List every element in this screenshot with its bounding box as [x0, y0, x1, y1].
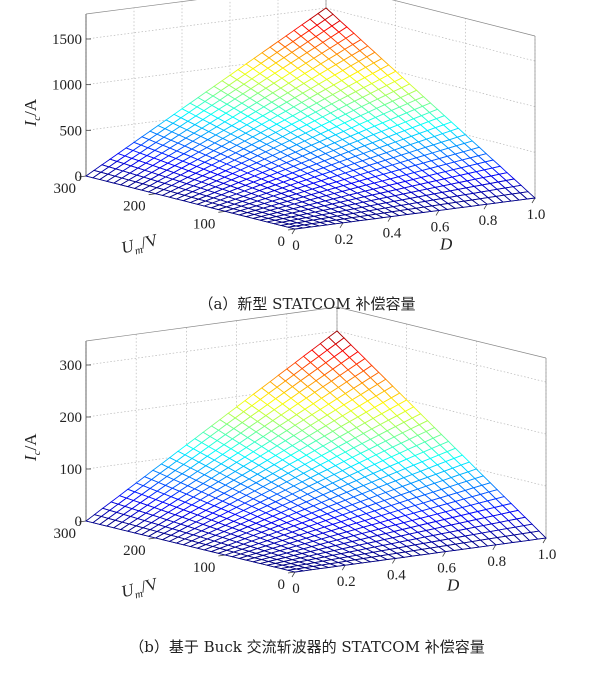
x-tick-mark [392, 558, 396, 564]
x-tick-label: 0.8 [487, 554, 506, 570]
y-tick-mark [78, 175, 87, 178]
x-tick-mark [387, 216, 392, 222]
y-tick-label: 0 [278, 577, 286, 593]
z-axis-label-sub: c [31, 116, 43, 121]
surface-mesh [84, 330, 547, 573]
x-tick-mark [531, 197, 536, 204]
y-tick-label: 200 [123, 199, 146, 215]
z-tick-label: 0 [75, 514, 83, 530]
z-tick-label: 0 [75, 169, 83, 185]
x-tick-label: 0.6 [437, 561, 456, 577]
y-tick-mark [287, 228, 296, 231]
y-tick-label: 300 [54, 526, 77, 542]
z-tick-label: 1000 [52, 78, 82, 94]
x-tick-mark [442, 551, 446, 557]
y-tick-label: 100 [193, 560, 216, 576]
z-axis-label-unit: /A [21, 433, 40, 451]
surface-chart-a: 0 0.2 0.4 0.6 0.8 1.00100200300050010001500DU… [21, 0, 545, 261]
z-tick-label: 200 [60, 410, 83, 426]
x-tick-mark [291, 228, 296, 235]
x-tick-label: 0 [292, 581, 300, 597]
surface-cell [287, 225, 304, 230]
caption-b: （b）基于 Buck 交流斩波器的 STATCOM 补偿容量 [129, 638, 485, 656]
box-edge [336, 306, 547, 359]
surface-chart-b: 0 0.2 0.4 0.6 0.8 1.001002003000100200300DUm/… [21, 306, 557, 605]
y-tick-label: 200 [123, 543, 146, 559]
z-axis-label-unit: /A [21, 98, 40, 116]
z-axis-label-base: I [21, 119, 40, 127]
surface-mesh [84, 7, 537, 230]
x-tick-label: 0.2 [335, 232, 354, 248]
x-tick-mark [542, 537, 547, 544]
x-axis-label: D [439, 234, 453, 253]
z-tick-label: 100 [60, 462, 83, 478]
y-axis-label-unit: /V [139, 574, 161, 597]
caption-a: （a）新型 STATCOM 补偿容量 [198, 295, 416, 313]
y-tick-label: 0 [278, 234, 286, 250]
surface-cell [287, 568, 304, 573]
y-axis-label-sub: m [134, 244, 145, 258]
z-axis-label-base: I [21, 454, 40, 462]
y-axis-label: Um/V [119, 574, 161, 605]
x-tick-mark [339, 222, 344, 229]
x-tick-mark [483, 203, 488, 210]
y-axis-label-sub: m [134, 588, 145, 602]
y-tick-mark [218, 210, 226, 213]
x-tick-label: 0 [292, 238, 300, 254]
y-tick-label: 300 [54, 181, 77, 197]
z-tick-label: 500 [60, 123, 83, 139]
z-axis-label: Ic/A [21, 98, 43, 127]
gridline [325, 7, 536, 62]
x-axis-label: D [446, 576, 460, 595]
x-tick-label: 1.0 [527, 207, 546, 223]
y-tick-mark [78, 520, 87, 523]
x-tick-label: 0.4 [387, 567, 406, 583]
gridline [85, 330, 338, 366]
x-tick-label: 0.4 [383, 226, 402, 242]
box-edge [85, 306, 338, 342]
x-tick-label: 0.8 [479, 213, 498, 229]
box-edge [391, 0, 536, 37]
box-edge [85, 0, 198, 15]
z-tick-label: 300 [60, 358, 83, 374]
x-tick-mark [435, 210, 440, 216]
x-tick-mark [291, 571, 296, 578]
y-tick-label: 100 [193, 216, 216, 232]
gridline [336, 330, 547, 383]
x-tick-label: 1.0 [538, 547, 557, 563]
x-tick-mark [341, 564, 346, 571]
y-axis-label: Um/V [119, 230, 161, 261]
z-tick-label: 1500 [52, 32, 82, 48]
y-axis-label-unit: /V [139, 230, 161, 253]
x-tick-label: 0.6 [431, 219, 450, 235]
z-axis-label: Ic/A [21, 433, 43, 462]
x-tick-mark [492, 544, 497, 551]
x-tick-label: 0.2 [337, 574, 356, 590]
z-axis-label-sub: c [31, 450, 43, 455]
